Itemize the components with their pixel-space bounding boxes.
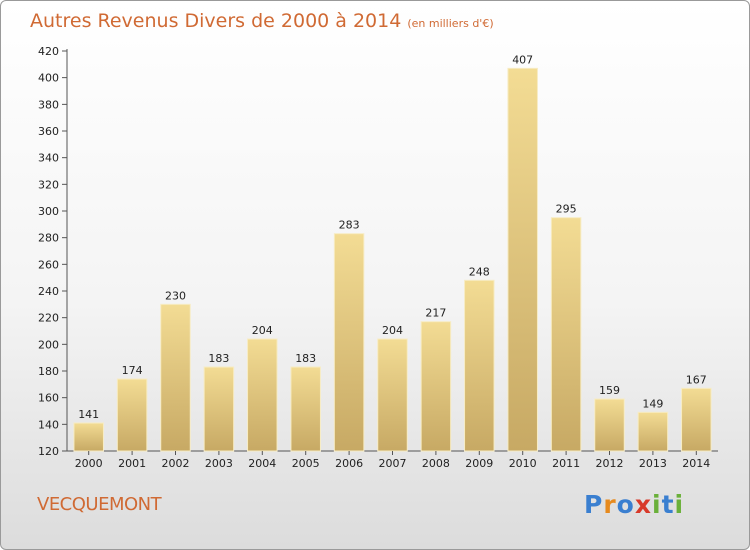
bar [594,398,625,452]
bar [464,279,495,452]
bar [637,411,669,452]
bar-value-label: 204 [382,324,403,337]
commune-name: VECQUEMONT [37,494,162,515]
logo-letter: P [584,490,604,519]
bar-value-label: 283 [339,219,360,232]
proxiti-logo: Proxiti [584,490,684,519]
bar [550,217,582,452]
bar-value-label: 167 [686,373,707,386]
bar [507,67,538,452]
x-tick-label: 2001 [118,457,146,470]
bar [377,338,408,452]
x-tick-label: 2002 [162,457,190,470]
bar-value-label: 217 [425,307,446,320]
chart-subtitle: (en milliers d'€) [407,17,494,30]
y-tick-label: 340 [38,152,59,165]
bar-value-label: 230 [165,289,186,302]
bar-value-label: 183 [295,352,316,365]
x-tick-label: 2000 [75,457,103,470]
x-tick-label: 2009 [465,457,493,470]
x-tick-label: 2003 [205,457,233,470]
y-tick-label: 140 [38,418,59,431]
bar [247,338,278,452]
bar-value-label: 141 [78,408,99,421]
x-tick-label: 2004 [248,457,276,470]
x-tick-label: 2005 [292,457,320,470]
bar-value-label: 407 [512,53,533,66]
y-tick-label: 120 [38,445,59,458]
bar-value-label: 159 [599,384,620,397]
y-tick-label: 220 [38,312,59,325]
bar [290,366,321,452]
bar [333,233,365,452]
bar [160,303,191,452]
bar-value-label: 183 [208,352,229,365]
bar [681,387,712,452]
logo-letter: t [661,490,675,519]
y-tick-label: 200 [38,338,59,351]
x-tick-label: 2010 [509,457,537,470]
y-tick-label: 300 [38,205,59,218]
x-tick-label: 2011 [552,457,580,470]
y-tick-label: 260 [38,258,59,271]
bar [73,422,104,452]
x-tick-label: 2012 [596,457,624,470]
y-tick-label: 320 [38,178,59,191]
y-tick-label: 240 [38,285,59,298]
bar-value-label: 204 [252,324,273,337]
logo-letter: i [674,490,685,519]
logo-letter: i [652,490,662,519]
y-tick-label: 180 [38,365,59,378]
bar [420,321,452,452]
chart-title: Autres Revenus Divers de 2000 à 2014 (en … [30,10,494,32]
bar [116,378,148,452]
bar-value-label: 149 [642,397,663,410]
y-tick-label: 420 [38,45,59,58]
x-tick-label: 2014 [682,457,710,470]
logo-letter: r [603,490,617,519]
bar-value-label: 174 [122,364,143,377]
x-tick-label: 2008 [422,457,450,470]
y-tick-label: 160 [38,392,59,405]
bar-value-label: 295 [556,203,577,216]
chart-title-text: Autres Revenus Divers de 2000 à 2014 [30,10,402,32]
logo-letter: x [634,490,652,519]
y-tick-label: 280 [38,232,59,245]
bar [203,366,235,452]
y-tick-label: 380 [38,98,59,111]
y-tick-label: 400 [38,72,59,85]
logo-letter: o [616,490,635,519]
y-tick-label: 360 [38,125,59,138]
x-tick-label: 2007 [379,457,407,470]
x-tick-label: 2013 [639,457,667,470]
bar-value-label: 248 [469,265,490,278]
x-tick-label: 2006 [335,457,363,470]
